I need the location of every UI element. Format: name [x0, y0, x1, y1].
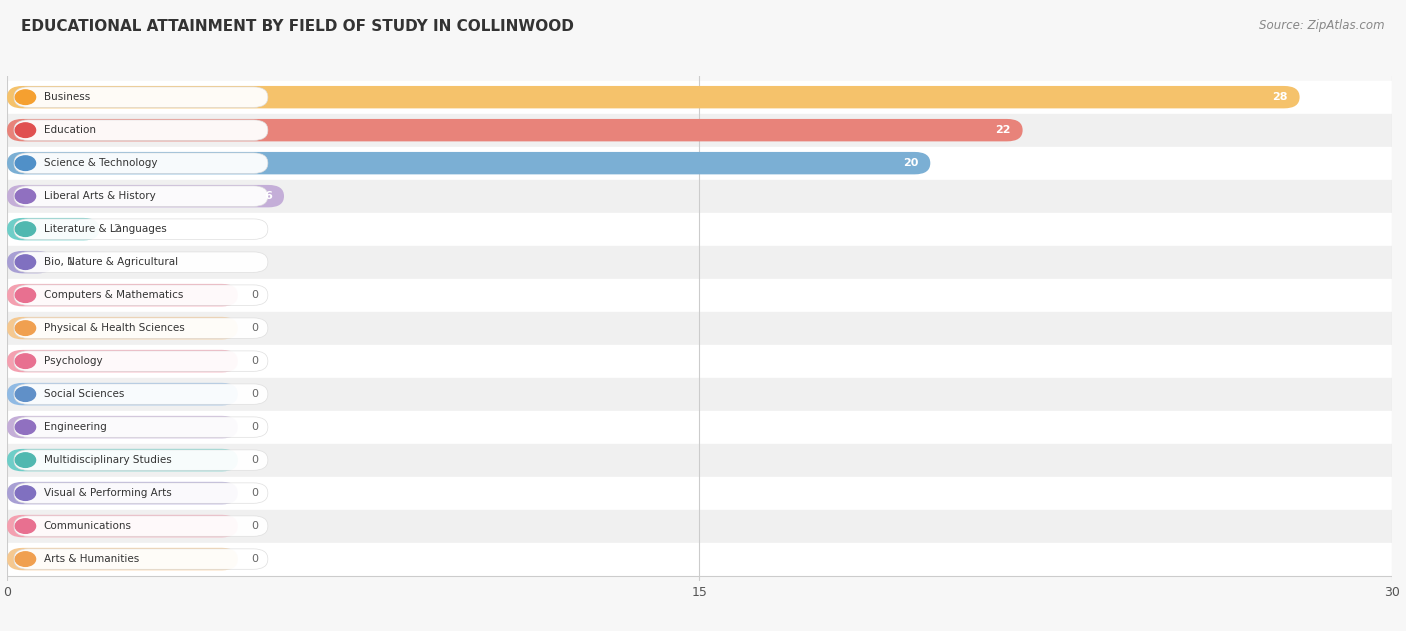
FancyBboxPatch shape [14, 516, 269, 536]
Text: 0: 0 [252, 389, 259, 399]
Text: Bio, Nature & Agricultural: Bio, Nature & Agricultural [44, 257, 179, 267]
Text: Liberal Arts & History: Liberal Arts & History [44, 191, 156, 201]
Circle shape [15, 519, 35, 533]
Bar [7, 476, 1392, 510]
FancyBboxPatch shape [7, 284, 238, 306]
FancyBboxPatch shape [14, 153, 269, 174]
FancyBboxPatch shape [7, 185, 284, 208]
Bar [7, 114, 1392, 146]
Bar [7, 180, 1392, 213]
FancyBboxPatch shape [14, 252, 269, 273]
Bar [7, 444, 1392, 476]
FancyBboxPatch shape [14, 450, 269, 470]
Circle shape [15, 288, 35, 302]
Circle shape [15, 90, 35, 105]
Text: Education: Education [44, 125, 96, 135]
Text: Arts & Humanities: Arts & Humanities [44, 554, 139, 564]
Bar [7, 279, 1392, 312]
Text: 28: 28 [1272, 92, 1288, 102]
Text: 22: 22 [995, 125, 1011, 135]
FancyBboxPatch shape [7, 119, 1022, 141]
FancyBboxPatch shape [14, 285, 269, 305]
Text: 20: 20 [904, 158, 918, 168]
FancyBboxPatch shape [7, 86, 1299, 109]
FancyBboxPatch shape [7, 515, 238, 538]
Circle shape [15, 387, 35, 401]
Text: 6: 6 [264, 191, 273, 201]
FancyBboxPatch shape [14, 219, 269, 239]
FancyBboxPatch shape [7, 152, 931, 174]
Text: 1: 1 [67, 257, 75, 267]
Bar [7, 146, 1392, 180]
Bar [7, 345, 1392, 377]
FancyBboxPatch shape [7, 317, 238, 339]
Text: 2: 2 [114, 224, 121, 234]
Bar [7, 411, 1392, 444]
Circle shape [15, 354, 35, 369]
Circle shape [15, 123, 35, 138]
Text: 0: 0 [252, 356, 259, 366]
Text: 0: 0 [252, 554, 259, 564]
FancyBboxPatch shape [14, 318, 269, 338]
Circle shape [15, 156, 35, 170]
Text: 0: 0 [252, 455, 259, 465]
Text: Computers & Mathematics: Computers & Mathematics [44, 290, 183, 300]
FancyBboxPatch shape [7, 449, 238, 471]
Circle shape [15, 321, 35, 336]
Text: 0: 0 [252, 488, 259, 498]
FancyBboxPatch shape [14, 384, 269, 404]
Text: Communications: Communications [44, 521, 132, 531]
FancyBboxPatch shape [14, 483, 269, 504]
Circle shape [15, 222, 35, 237]
FancyBboxPatch shape [7, 218, 100, 240]
Text: Social Sciences: Social Sciences [44, 389, 124, 399]
FancyBboxPatch shape [7, 350, 238, 372]
FancyBboxPatch shape [7, 416, 238, 439]
FancyBboxPatch shape [7, 482, 238, 504]
Circle shape [15, 551, 35, 567]
Text: Multidisciplinary Studies: Multidisciplinary Studies [44, 455, 172, 465]
FancyBboxPatch shape [14, 87, 269, 107]
Circle shape [15, 486, 35, 500]
Text: Source: ZipAtlas.com: Source: ZipAtlas.com [1260, 19, 1385, 32]
Circle shape [15, 453, 35, 468]
Bar [7, 377, 1392, 411]
Text: 0: 0 [252, 323, 259, 333]
Bar [7, 312, 1392, 345]
FancyBboxPatch shape [14, 351, 269, 371]
Text: 0: 0 [252, 290, 259, 300]
Text: Physical & Health Sciences: Physical & Health Sciences [44, 323, 184, 333]
Circle shape [15, 255, 35, 269]
FancyBboxPatch shape [14, 549, 269, 569]
Text: Science & Technology: Science & Technology [44, 158, 157, 168]
Text: Business: Business [44, 92, 90, 102]
FancyBboxPatch shape [7, 251, 53, 273]
Bar [7, 543, 1392, 575]
FancyBboxPatch shape [14, 120, 269, 140]
FancyBboxPatch shape [7, 548, 238, 570]
Circle shape [15, 420, 35, 434]
Text: 0: 0 [252, 521, 259, 531]
Text: 0: 0 [252, 422, 259, 432]
Text: Engineering: Engineering [44, 422, 107, 432]
Text: EDUCATIONAL ATTAINMENT BY FIELD OF STUDY IN COLLINWOOD: EDUCATIONAL ATTAINMENT BY FIELD OF STUDY… [21, 19, 574, 34]
Bar [7, 510, 1392, 543]
FancyBboxPatch shape [7, 383, 238, 405]
Circle shape [15, 189, 35, 203]
FancyBboxPatch shape [14, 186, 269, 206]
Text: Psychology: Psychology [44, 356, 103, 366]
Text: Visual & Performing Arts: Visual & Performing Arts [44, 488, 172, 498]
Bar [7, 81, 1392, 114]
Bar [7, 245, 1392, 279]
Text: Literature & Languages: Literature & Languages [44, 224, 166, 234]
Bar [7, 213, 1392, 245]
FancyBboxPatch shape [14, 417, 269, 437]
